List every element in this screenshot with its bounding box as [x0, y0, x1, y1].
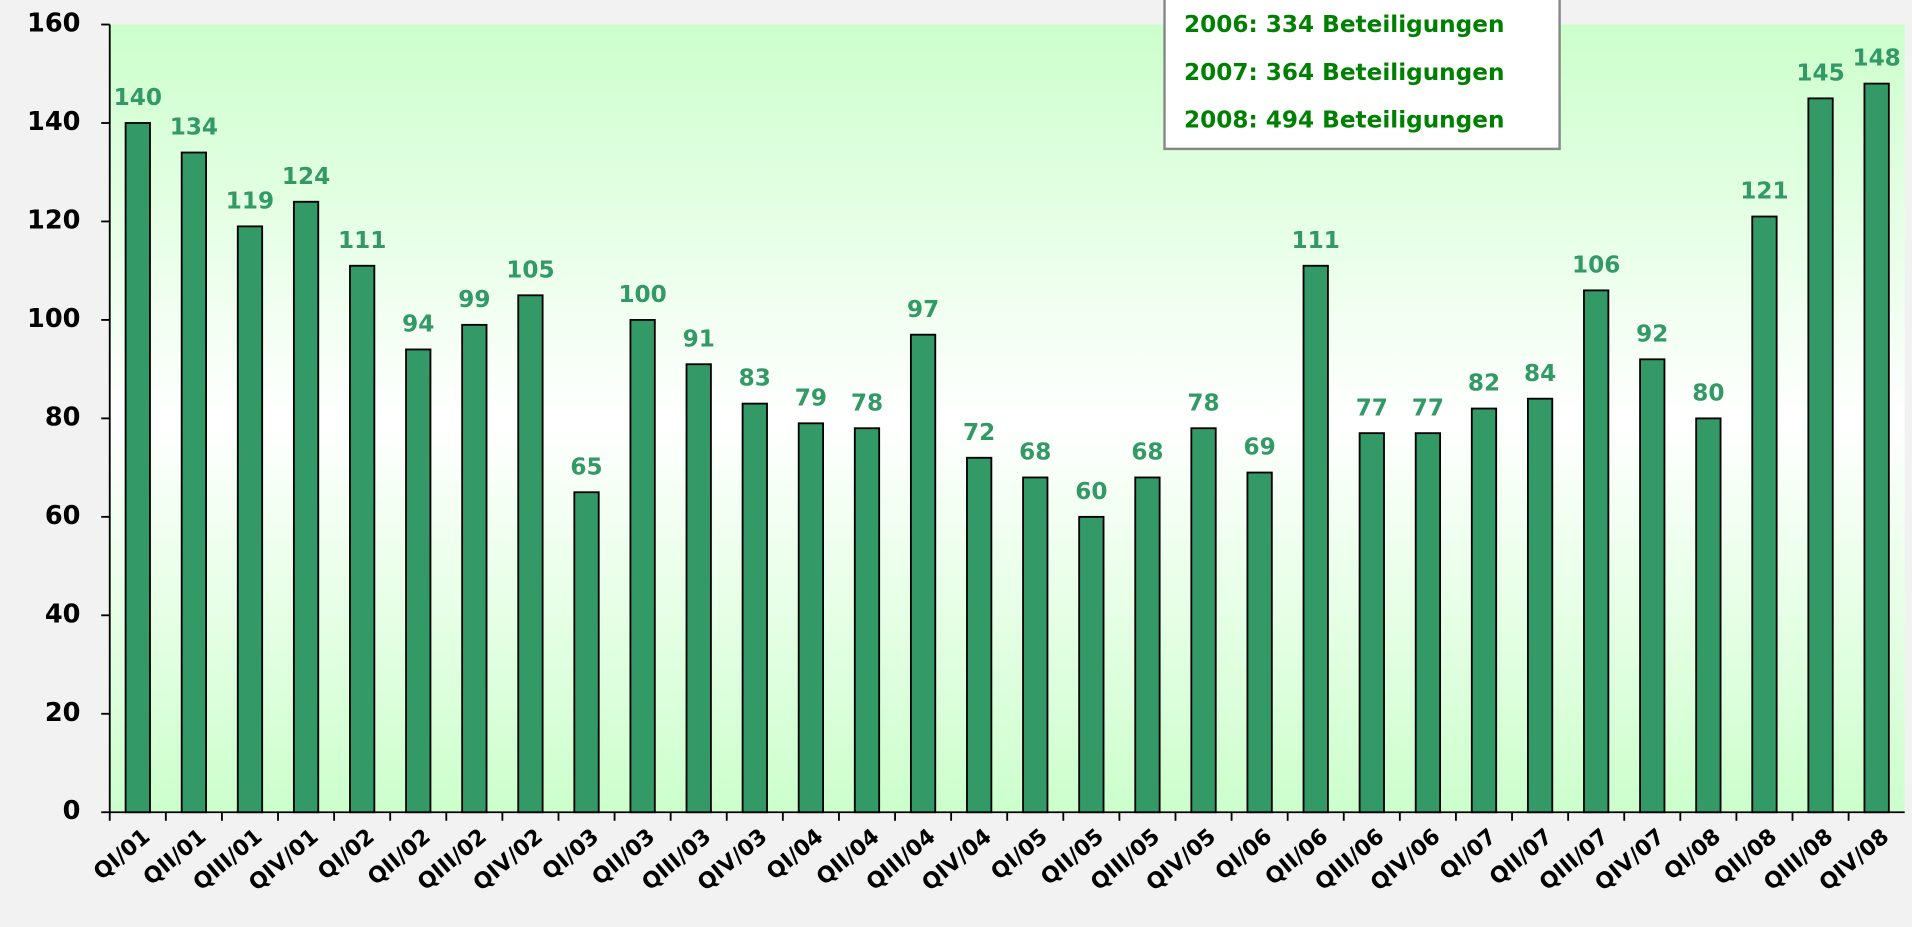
bar	[1863, 82, 1890, 814]
value-label: 97	[907, 297, 939, 323]
value-label: 83	[739, 366, 771, 392]
value-label: 82	[1468, 371, 1500, 397]
bar	[1190, 427, 1217, 814]
bar	[1414, 432, 1442, 814]
value-label: 78	[1187, 390, 1219, 416]
bar	[909, 333, 937, 814]
value-label: 111	[338, 228, 386, 254]
value-label: 92	[1636, 321, 1668, 347]
bar	[685, 363, 712, 814]
bar	[1639, 358, 1666, 814]
bar	[236, 225, 264, 814]
bar	[1470, 407, 1498, 814]
value-label: 124	[282, 164, 330, 190]
value-label: 94	[402, 312, 434, 338]
value-label: 91	[683, 326, 715, 352]
value-label: 69	[1244, 435, 1276, 461]
value-label: 77	[1412, 395, 1444, 421]
bar	[797, 422, 825, 814]
value-label: 140	[114, 85, 162, 111]
bar	[1751, 215, 1778, 814]
bar	[1302, 264, 1329, 814]
plot-area	[109, 24, 1905, 813]
bar	[1526, 397, 1554, 814]
value-label: 119	[226, 188, 274, 214]
value-label: 79	[795, 385, 827, 411]
bar	[180, 151, 207, 814]
annotation-box	[1163, 0, 1561, 151]
value-label: 72	[963, 420, 995, 446]
bar	[966, 456, 993, 814]
bar	[1078, 515, 1105, 814]
annotation: 2008: 494 Beteiligungen	[1184, 107, 1504, 133]
bar	[349, 264, 376, 814]
value-label: 106	[1572, 252, 1620, 278]
bar	[292, 200, 320, 814]
bar	[1358, 432, 1385, 814]
value-label: 111	[1292, 228, 1340, 254]
bar	[405, 348, 432, 814]
value-label: 77	[1356, 395, 1388, 421]
annotation-frame	[1163, 0, 1561, 151]
y-tick-label: 0	[63, 796, 81, 826]
y-tick-label: 60	[45, 501, 81, 531]
bar	[124, 122, 151, 814]
value-label: 68	[1131, 440, 1163, 466]
value-label: 80	[1692, 380, 1724, 406]
value-label: 68	[1019, 440, 1051, 466]
bar	[1022, 476, 1049, 814]
bar	[1695, 417, 1722, 814]
y-tick-label: 120	[27, 205, 80, 235]
bar	[1807, 97, 1834, 814]
value-label: 60	[1075, 479, 1107, 505]
y-tick-label: 140	[27, 107, 80, 137]
value-label: 134	[170, 115, 218, 141]
value-label: 78	[851, 390, 883, 416]
value-label: 148	[1852, 46, 1900, 72]
value-label: 100	[618, 282, 666, 308]
bar	[1134, 476, 1161, 814]
bar	[1246, 471, 1273, 814]
bar	[573, 491, 600, 814]
value-label: 99	[458, 287, 490, 313]
value-label: 105	[506, 257, 554, 283]
bar	[461, 323, 488, 814]
value-label: 65	[570, 454, 602, 480]
y-tick-label: 20	[45, 698, 81, 728]
bar	[853, 427, 881, 814]
bar	[741, 402, 768, 814]
value-label: 84	[1524, 361, 1556, 387]
y-tick-label: 80	[45, 402, 81, 432]
bar	[1583, 289, 1610, 814]
bar	[629, 319, 656, 814]
annotation: 2007: 364 Beteiligungen	[1184, 60, 1504, 86]
y-tick-label: 160	[27, 9, 80, 39]
bar	[517, 294, 544, 814]
value-label: 121	[1740, 179, 1788, 205]
annotation: 2006: 334 Beteiligungen	[1184, 12, 1504, 38]
y-tick-label: 100	[27, 304, 80, 334]
y-tick-label: 40	[45, 599, 81, 629]
value-label: 145	[1796, 60, 1844, 86]
